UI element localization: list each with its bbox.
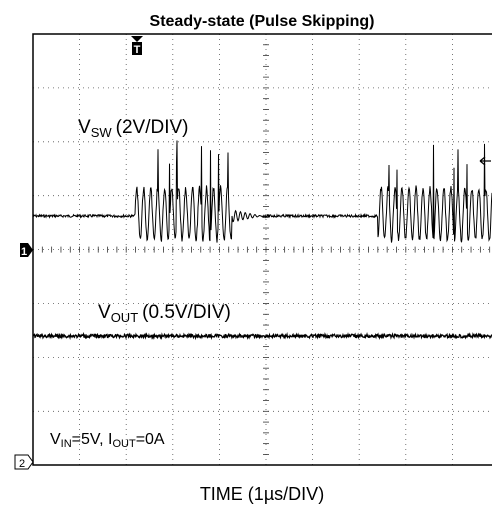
vout-label: VOUT (0.5V/DIV) xyxy=(98,302,231,325)
subscript: SW xyxy=(91,125,113,140)
channel-1-label: 1 xyxy=(21,246,27,258)
subscript: OUT xyxy=(112,438,136,450)
waveforms xyxy=(32,140,492,341)
channel-1-marker: 1 xyxy=(20,243,33,258)
title: Steady-state (Pulse Skipping) xyxy=(150,13,375,30)
channel-2-label: 2 xyxy=(19,458,25,470)
symbol: V xyxy=(98,302,111,323)
grid xyxy=(32,33,492,465)
trigger-label: T xyxy=(134,44,141,56)
vout-trace xyxy=(32,331,492,341)
symbol: V xyxy=(50,431,61,448)
vsw-trace xyxy=(32,140,492,243)
subscript: OUT xyxy=(111,310,139,325)
subscript: IN xyxy=(61,438,72,450)
vsw-label: VSW (2V/DIV) xyxy=(78,117,189,140)
text: =0A xyxy=(136,431,165,448)
cursor-arrow xyxy=(479,156,491,166)
x-axis-label: TIME (1µs/DIV) xyxy=(200,484,324,504)
symbol: V xyxy=(78,117,91,138)
scale: (2V/DIV) xyxy=(116,117,189,138)
trigger-marker: T xyxy=(131,36,143,56)
conditions-label: VIN=5V, IOUT=0A xyxy=(50,431,165,450)
frame xyxy=(32,33,492,466)
scale: (0.5V/DIV) xyxy=(142,302,231,323)
channel-2-marker: 2 xyxy=(14,454,34,470)
text: =5V, I xyxy=(72,431,113,448)
